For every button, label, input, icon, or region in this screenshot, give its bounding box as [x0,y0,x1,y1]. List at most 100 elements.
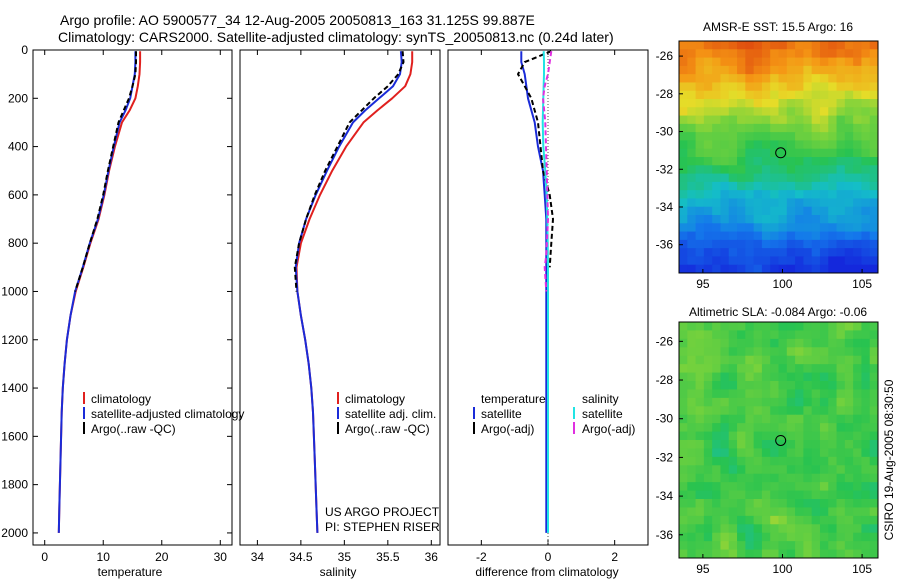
map-cell [853,157,863,166]
map-cell [778,507,788,517]
map-cell [869,372,878,382]
map-cell [712,65,722,75]
map-cell [803,190,813,200]
map-cell [712,355,722,365]
map-cell [811,322,821,332]
map-cell [836,115,846,125]
map-cell [728,465,738,475]
map-cell [803,330,813,340]
map-cell [844,338,854,348]
map-cell [695,65,705,75]
map-cell [778,256,788,266]
map-cell [728,524,738,534]
map-cell [819,181,829,191]
map-cell [761,206,771,216]
map-cell [795,82,804,92]
map-cell [770,256,780,266]
map-cell [770,123,780,133]
map-cell [695,57,705,67]
map-cell [869,381,878,391]
map-cell [836,338,846,348]
map-cell [703,99,713,108]
map-cell [786,99,796,108]
map-cell [795,482,804,492]
map-cell [861,364,871,374]
map-cell [720,397,730,407]
map-cell [819,140,829,150]
map-cell [861,515,871,525]
map-cell [811,364,821,374]
map-cell [737,431,746,441]
map-cell [695,322,705,332]
map-cell [869,389,878,399]
map-cell [869,515,878,525]
map-cell [828,223,838,233]
map-cell [687,507,697,517]
map-cell [753,99,763,108]
map-cell [861,456,871,466]
map-cell [803,355,813,365]
map-cell [778,41,788,50]
map-cell [695,173,705,183]
map-cell [695,41,705,50]
map-cell [803,206,813,216]
map-cell [712,256,722,266]
map-cell [811,132,821,142]
map-cell [695,115,705,125]
map-cell [753,82,763,92]
map-cell [737,456,746,466]
map-cell [869,507,878,517]
map-cell [828,65,838,75]
map-cell [786,256,796,266]
map-cell [786,414,796,424]
map-cell [844,231,854,241]
map-cell [770,440,780,450]
map-cell [853,190,863,200]
map-cell [753,157,763,166]
map-cell [786,231,796,241]
map-cell [861,524,871,534]
map-cell [687,423,697,433]
map-cell [761,107,771,117]
map-cell [679,482,688,492]
map-cell [737,448,746,458]
map-cell [844,107,854,117]
map-cell [770,107,780,117]
map-cell [844,115,854,125]
map-cell [695,465,705,475]
map-cell [745,322,755,332]
map-cell [745,115,755,125]
salinity-axis-label: salinity [320,565,357,579]
map-cell [803,473,813,483]
map-cell [737,190,746,200]
map-cell [737,541,746,551]
map-cell [770,65,780,75]
sla_map-xtick-label: 100 [772,562,792,576]
map-cell [679,355,688,365]
map-cell [761,223,771,233]
map-cell [745,347,755,357]
map-cell [679,248,688,258]
map-cell [803,440,813,450]
map-cell [728,123,738,133]
map-cell [712,515,722,525]
map-cell [728,115,738,125]
map-cell [786,115,796,125]
map-cell [853,322,863,332]
map-cell [687,389,697,399]
map-cell [695,440,705,450]
map-cell [778,456,788,466]
map-cell [828,381,838,391]
map-cell [861,82,871,92]
map-cell [679,57,688,67]
map-cell [695,347,705,357]
map-cell [786,431,796,441]
map-cell [728,140,738,150]
map-cell [836,490,846,500]
map-cell [869,456,878,466]
map-cell [728,448,738,458]
map-cell [828,165,838,175]
map-cell [844,482,854,492]
argo-float-marker [775,434,787,446]
difference-series-group [517,50,554,533]
